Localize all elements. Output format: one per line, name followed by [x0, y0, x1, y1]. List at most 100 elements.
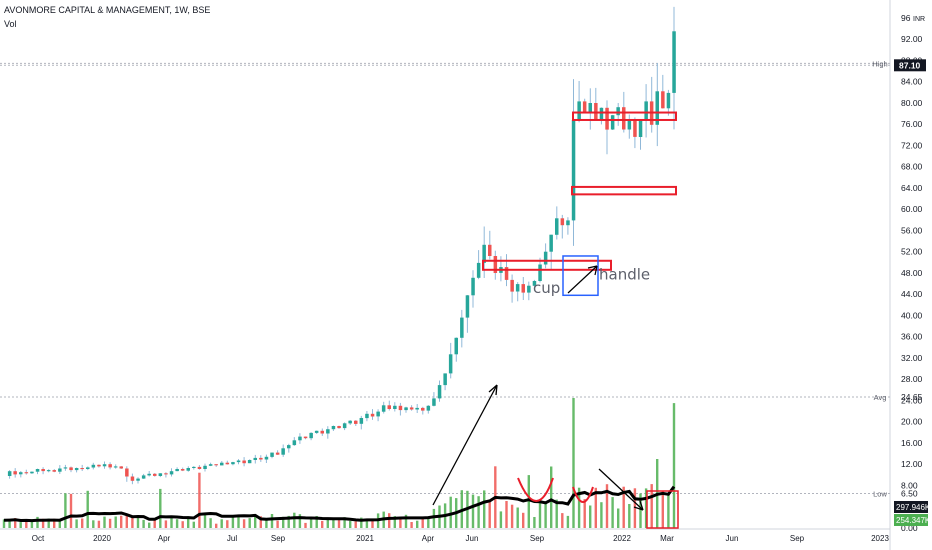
volume-bar	[577, 487, 581, 528]
volume-bar	[522, 512, 525, 528]
volume-bar	[349, 520, 352, 528]
candle-body	[342, 423, 347, 429]
y-axis-tick-label: 16.00	[901, 438, 923, 448]
volume-bar	[449, 496, 452, 528]
candle-body	[46, 470, 51, 472]
candle-body	[448, 354, 453, 374]
candle-body	[627, 119, 632, 130]
volume-bar	[393, 516, 396, 528]
candle-body	[7, 471, 12, 476]
low-marker-value: 6.50	[901, 489, 918, 499]
candle-body	[208, 464, 213, 466]
candle-body	[331, 426, 336, 430]
avg-marker: Avg 24.65	[874, 392, 923, 402]
candle-body	[633, 119, 637, 137]
volume-bar	[399, 517, 402, 528]
candle-body	[197, 466, 202, 469]
x-axis-tick-label: Jul	[227, 534, 237, 543]
volume-bar	[617, 508, 620, 528]
avg-marker-value: 24.65	[901, 392, 923, 402]
candle-body	[58, 468, 62, 472]
volume-bar	[58, 520, 61, 528]
candle-body	[655, 91, 659, 125]
volume-bar	[404, 514, 408, 528]
candle-body	[599, 107, 604, 121]
candle-body	[488, 244, 492, 256]
volume-bar	[248, 518, 251, 528]
x-axis-tick-label: Sep	[530, 534, 545, 543]
candle-body	[354, 420, 358, 424]
volume-bar	[142, 519, 145, 528]
y-axis-tick-label: 48.00	[901, 268, 923, 278]
candle-body	[326, 429, 330, 434]
volume-bar	[622, 486, 625, 528]
volume-bar	[231, 516, 235, 528]
candle-body	[86, 467, 90, 469]
volume-bar	[611, 497, 614, 528]
x-axis-tick-label: Sep	[271, 534, 286, 543]
volume-ma-badge	[894, 501, 928, 513]
candle-body	[566, 220, 570, 226]
volume-bar	[589, 505, 592, 528]
candle-body	[460, 317, 464, 338]
handle-breakout-arrow	[567, 265, 598, 294]
candle-body	[113, 466, 118, 468]
candle-body	[437, 385, 442, 399]
candle-body	[404, 407, 408, 411]
candle-body	[527, 285, 531, 293]
y-axis-currency-label: INR	[913, 16, 925, 23]
y-axis-tick-label: 32.00	[901, 353, 923, 363]
candle-body	[35, 469, 40, 472]
y-axis-tick-label: 0.00	[901, 523, 918, 533]
volume-bar	[538, 499, 542, 528]
x-axis-tick-label: Apr	[158, 534, 171, 543]
volume-bar	[237, 515, 240, 528]
volume-bar	[298, 514, 302, 528]
volume-bar	[30, 521, 34, 528]
candle-body	[672, 31, 676, 93]
candle-body	[158, 473, 163, 476]
candle-body	[30, 471, 34, 474]
volume-bar	[25, 519, 28, 528]
volume-bar	[505, 501, 508, 528]
candle-body	[136, 478, 140, 481]
candle-body	[476, 262, 481, 278]
volume-bar	[561, 513, 564, 528]
y-axis-tick-label: 76.00	[901, 119, 923, 129]
volume-bar	[550, 466, 553, 528]
volume-bar	[2, 519, 6, 528]
volume-bar	[600, 502, 603, 528]
volume-bar	[282, 516, 285, 528]
x-axis-tick-label: 2023	[871, 534, 889, 543]
volume-last-value: 254.347K	[896, 516, 931, 525]
candle-body	[644, 101, 648, 121]
candle-body	[560, 218, 565, 226]
candle-body	[298, 436, 302, 441]
support-box-63	[571, 185, 677, 196]
volume-indicator-label[interactable]: Vol	[4, 19, 17, 29]
x-axis-tick-label: Mar	[660, 534, 674, 543]
candle-body	[538, 264, 542, 281]
candle-body	[555, 218, 559, 235]
volume-bar	[365, 519, 369, 528]
volume-ma-line	[3, 485, 676, 523]
volume-bar	[181, 521, 184, 528]
volume-decline-arrowhead	[633, 500, 644, 511]
volume-bar	[170, 518, 173, 528]
candle-body	[532, 281, 537, 286]
y-axis-tick-label: 84.00	[901, 77, 923, 87]
candle-body	[147, 473, 151, 476]
x-axis-tick-label: Jun	[466, 534, 479, 543]
candle-body	[303, 436, 308, 439]
volume-trend-arrowhead	[488, 384, 498, 396]
candle-body	[270, 452, 274, 457]
candle-body	[214, 464, 218, 466]
candle-body	[409, 407, 414, 410]
candle-body	[41, 469, 45, 472]
x-axis-tick-label: Sep	[790, 534, 805, 543]
candle-body	[622, 107, 626, 130]
volume-bar	[209, 518, 212, 528]
candle-body	[74, 468, 79, 471]
